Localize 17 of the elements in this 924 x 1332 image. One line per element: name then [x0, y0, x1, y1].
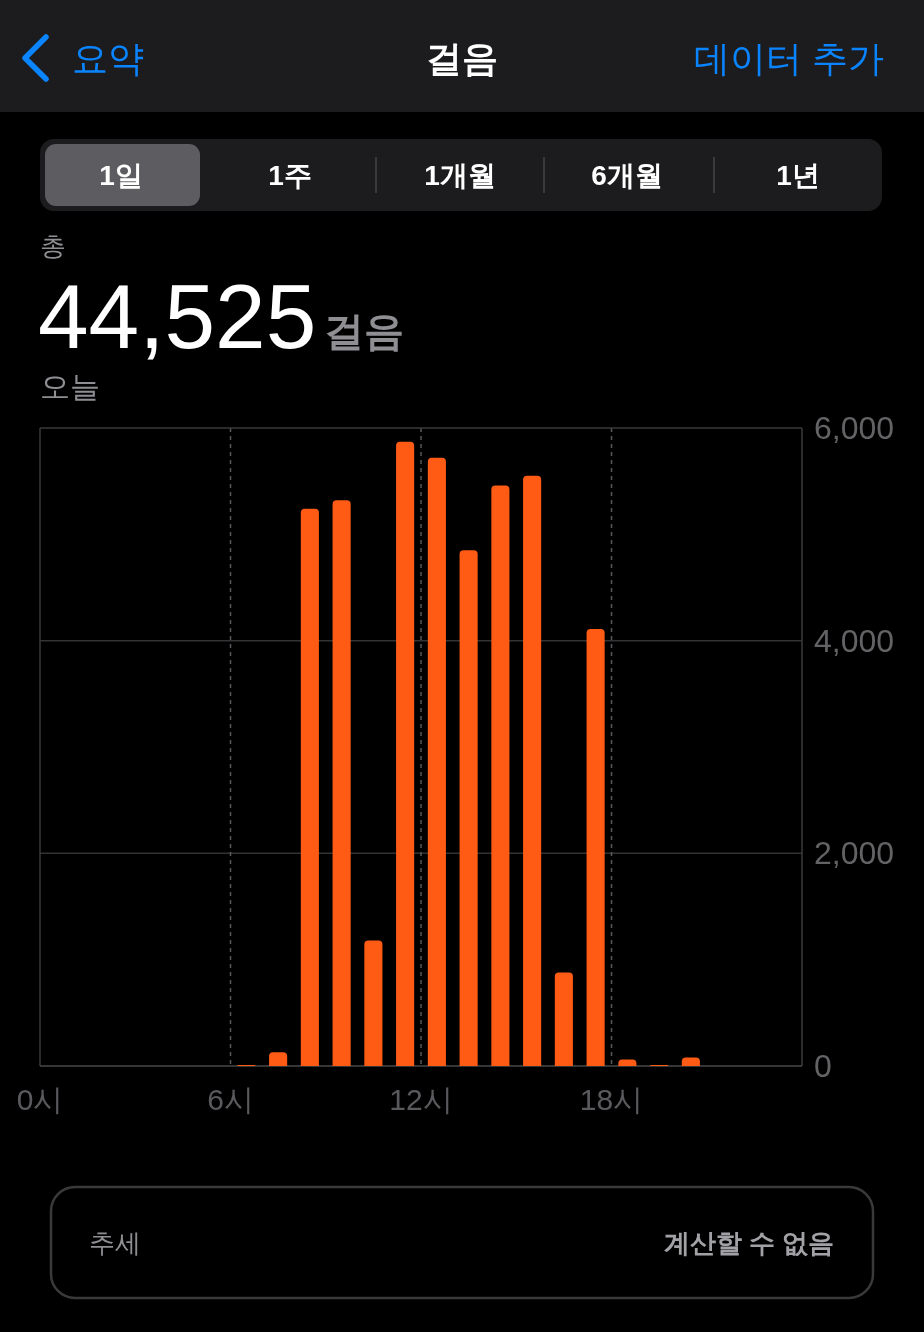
x-tick-label: 12시: [389, 1082, 453, 1116]
text: 요약: [72, 37, 144, 79]
chart-title: 걸음: [426, 37, 498, 79]
y-tick-label: 0: [814, 1048, 832, 1084]
text: 오늘: [40, 369, 100, 403]
segmented-control: 1일 1주 1개월 6개월 1년: [40, 139, 882, 211]
trend-card: 추세 계산할 수 없음: [49, 1185, 875, 1300]
y-tick-label: 6,000: [814, 410, 895, 446]
text: 44,525: [38, 266, 317, 367]
text: 데이터 추가: [693, 37, 884, 79]
x-tick-label: 6시: [207, 1082, 254, 1116]
y-tick-label: 4,000: [814, 622, 895, 659]
text: 걸음: [324, 309, 405, 353]
x-tick-label: 0시: [16, 1082, 64, 1116]
y-tick-label: 2,000: [814, 835, 895, 872]
x-tick-label: 18시: [579, 1082, 644, 1116]
text: 총: [40, 231, 66, 261]
